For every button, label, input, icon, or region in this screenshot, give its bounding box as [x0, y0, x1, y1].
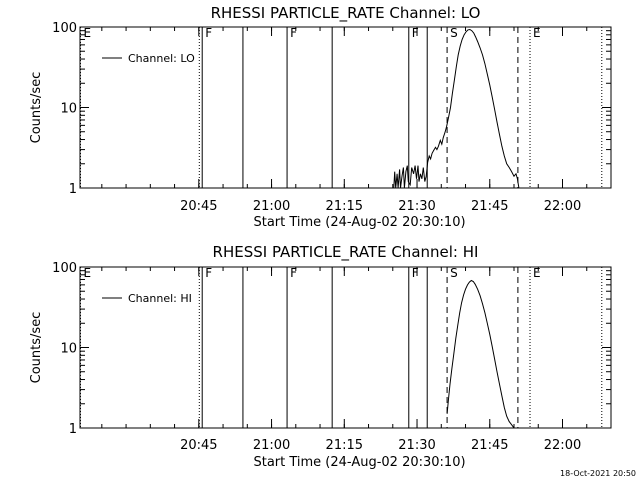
x-tick-label: 21:15: [326, 199, 363, 214]
y-tick-label: 1: [69, 182, 77, 197]
x-axis-label: Start Time (24-Aug-02 20:30:10): [253, 215, 465, 230]
y-tick-label: 10: [60, 342, 77, 357]
y-tick-label: 1: [69, 422, 77, 437]
event-marker-label: S: [450, 266, 458, 280]
x-tick-label: 21:00: [253, 199, 290, 214]
y-tick-label: 100: [52, 21, 77, 36]
event-marker-label: E: [533, 266, 541, 280]
event-marker-label: F: [290, 266, 297, 280]
chart-title: RHESSI PARTICLE_RATE Channel: HI: [213, 243, 479, 262]
chart-panel-1: RHESSI PARTICLE_RATE Channel: LO Counts/s…: [29, 4, 612, 230]
event-marker-label: F: [412, 26, 419, 40]
series-line-1: [446, 279, 515, 429]
y-axis-label: Counts/sec: [29, 312, 44, 384]
x-axis-label: Start Time (24-Aug-02 20:30:10): [253, 455, 465, 470]
event-marker-label: F: [412, 266, 419, 280]
chart-panel-2: RHESSI PARTICLE_RATE Channel: HI Counts/s…: [29, 243, 612, 470]
event-marker-label: E: [83, 26, 91, 40]
x-tick-label: 21:30: [398, 199, 435, 214]
footer-timestamp: 18-Oct-2021 20:50: [560, 469, 636, 478]
series-line-1: [393, 28, 520, 189]
event-marker-label: F: [205, 266, 212, 280]
x-tick-label: 20:45: [180, 438, 217, 453]
event-marker-label: S: [450, 26, 458, 40]
chart-title: RHESSI PARTICLE_RATE Channel: LO: [211, 4, 481, 23]
x-tick-label: 21:45: [471, 199, 508, 214]
event-marker-label: F: [205, 26, 212, 40]
y-tick-label: 100: [52, 261, 77, 276]
x-tick-label: 21:45: [471, 438, 508, 453]
x-tick-label: 21:15: [326, 438, 363, 453]
x-tick-label: 20:45: [180, 199, 217, 214]
legend-label: Channel: HI: [128, 292, 192, 305]
legend-label: Channel: LO: [128, 52, 195, 65]
y-axis-label: Counts/sec: [29, 72, 44, 144]
event-marker-label: E: [83, 266, 91, 280]
event-marker-label: F: [290, 26, 297, 40]
x-tick-label: 21:00: [253, 438, 290, 453]
x-tick-label: 21:30: [398, 438, 435, 453]
y-tick-label: 10: [60, 102, 77, 117]
event-marker-label: E: [533, 26, 541, 40]
x-tick-label: 22:00: [544, 199, 581, 214]
x-tick-label: 22:00: [544, 438, 581, 453]
